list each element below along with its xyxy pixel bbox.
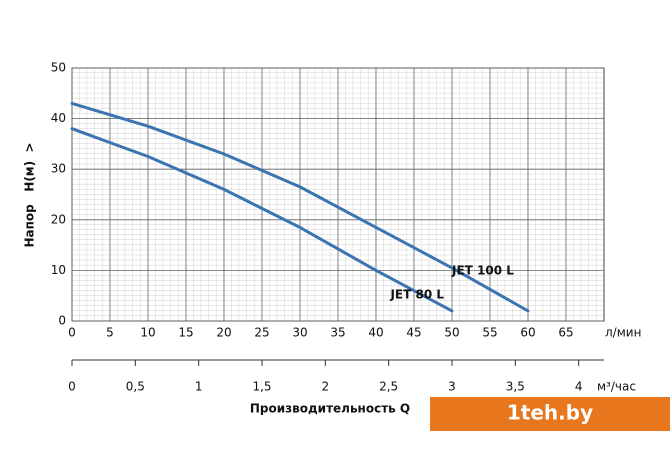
y-tick-label: 40	[51, 111, 66, 125]
watermark-box	[430, 397, 670, 431]
x-tick-label: 55	[482, 326, 497, 340]
series-line	[70, 127, 454, 313]
x2-tick-label: 3	[448, 380, 456, 394]
watermark: 1teh.by	[507, 401, 593, 425]
series-label: JET 100 L	[451, 263, 514, 277]
x2-axis-label: Производительность Q	[250, 402, 410, 416]
x2-tick-label: 2	[322, 380, 330, 394]
y-tick-label: 0	[58, 314, 66, 328]
x2-tick-label: 0	[68, 380, 76, 394]
y-tick-label: 50	[51, 61, 66, 75]
x-tick-label: 40	[368, 326, 383, 340]
x-tick-label: 25	[254, 326, 269, 340]
x-tick-label: 65	[558, 326, 573, 340]
y-axis-label: Напор H(м) >	[23, 142, 37, 247]
y-tick-label: 30	[51, 162, 66, 176]
x-tick-label: 45	[406, 326, 421, 340]
x2-tick-label: 3,5	[506, 380, 525, 394]
series-label: JET 80 L	[389, 287, 444, 301]
y-tick-label: 20	[51, 212, 66, 226]
x-tick-label: 35	[330, 326, 345, 340]
x-tick-label: 60	[520, 326, 535, 340]
x-tick-label: 0	[68, 326, 76, 340]
x2-tick-label: 4	[575, 380, 583, 394]
x2-tick-label: 2,5	[379, 380, 398, 394]
x-tick-label: 30	[292, 326, 307, 340]
x2-tick-label: 0,5	[126, 380, 145, 394]
x-tick-label: 5	[106, 326, 114, 340]
x-tick-label: 15	[178, 326, 193, 340]
x-tick-label: 50	[444, 326, 459, 340]
x2-tick-label: 1	[195, 380, 203, 394]
x2-tick-label: 1,5	[252, 380, 271, 394]
x-unit: л/мин	[605, 326, 641, 340]
series-line	[70, 101, 530, 313]
x-tick-label: 20	[216, 326, 231, 340]
x-tick-label: 10	[140, 326, 155, 340]
y-tick-label: 10	[51, 263, 66, 277]
x2-unit: м³/час	[597, 380, 636, 394]
